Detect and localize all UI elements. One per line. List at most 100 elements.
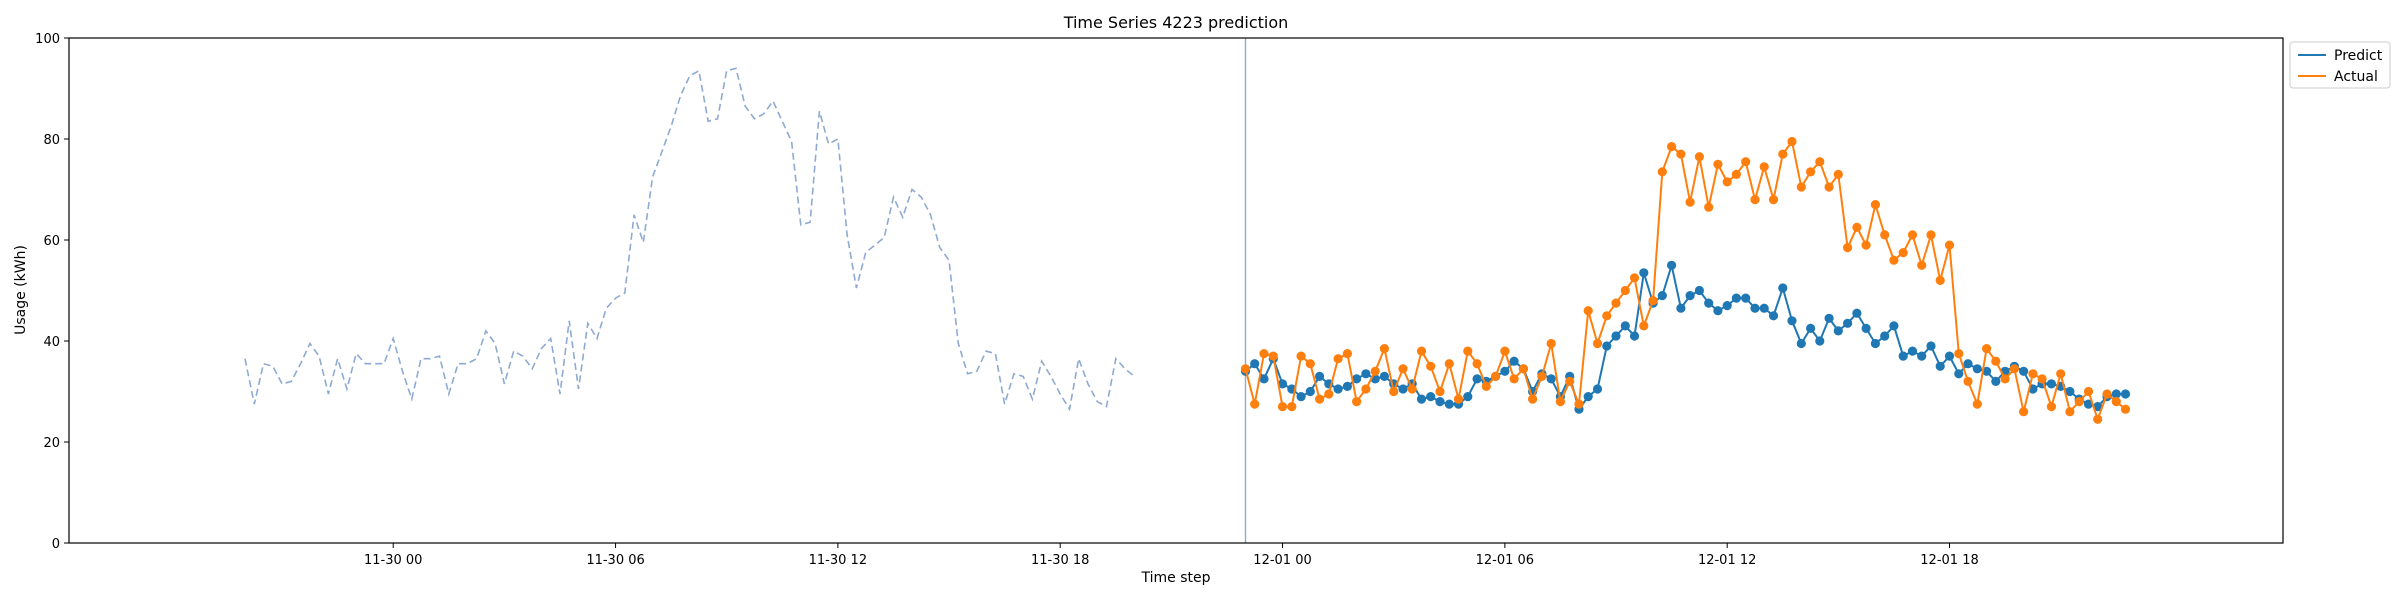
actual-point-57 [1768,195,1779,205]
actual-point-64 [1833,169,1843,179]
actual-point-49 [1694,152,1704,162]
predict-point-53 [1731,293,1741,303]
actual-point-9 [1324,389,1334,399]
legend-label-actual: Actual [2334,69,2378,85]
predict-point-71 [1898,351,1908,361]
actual-point-13 [1361,384,1371,394]
actual-point-74 [1926,230,1936,240]
actual-point-24 [1463,346,1473,356]
predict-point-41 [1620,321,1630,331]
actual-point-44 [1648,296,1658,306]
predict-point-38 [1592,384,1603,394]
actual-point-42 [1629,273,1640,283]
series-actual [1240,136,2131,424]
predict-point-12 [1352,374,1362,384]
predict-point-84 [2019,366,2029,376]
actual-point-10 [1333,354,1343,364]
predict-point-77 [1954,369,1964,379]
predict-point-74 [1926,341,1936,351]
predict-point-56 [1759,303,1769,313]
predict-point-81 [1991,376,2001,386]
predict-point-79 [1972,364,1982,374]
actual-point-73 [1917,260,1927,270]
actual-point-52 [1722,177,1732,187]
predict-point-8 [1315,371,1325,381]
predict-point-70 [1889,321,1899,331]
actual-point-95 [2120,404,2131,414]
actual-point-83 [2009,364,2019,374]
x-tick-label-1: 11-30 06 [586,553,644,568]
actual-point-89 [2065,407,2075,417]
actual-point-68 [1870,200,1880,210]
legend: Predict Actual [2289,41,2391,89]
actual-point-66 [1852,222,1862,232]
predict-point-87 [2046,379,2056,389]
x-tick-label-4: 12-01 00 [1253,553,1311,568]
predict-point-43 [1639,268,1649,278]
actual-point-17 [1398,364,1408,374]
predict-point-51 [1713,306,1723,316]
y-tick-label-1: 20 [43,436,60,451]
predict-point-89 [2065,386,2075,397]
predict-point-68 [1870,338,1880,349]
actual-point-55 [1750,195,1760,205]
actual-point-7 [1305,359,1315,369]
actual-point-26 [1481,381,1491,391]
actual-point-19 [1416,346,1427,356]
legend-label-predict: Predict [2334,48,2383,64]
actual-point-31 [1528,394,1538,404]
predict-point-50 [1704,298,1714,308]
actual-point-56 [1759,162,1769,172]
actual-point-50 [1704,202,1714,212]
predict-point-62 [1815,336,1825,346]
y-tick-label-5: 100 [35,32,60,47]
predict-point-13 [1361,369,1371,379]
predict-point-46 [1667,260,1677,270]
actual-point-47 [1676,149,1686,159]
actual-point-28 [1500,346,1510,356]
predict-point-6 [1296,392,1306,402]
predict-point-19 [1416,394,1427,404]
predict-point-78 [1963,359,1973,369]
actual-point-72 [1907,230,1918,240]
actual-point-59 [1787,136,1797,147]
actual-point-77 [1954,349,1964,359]
predict-point-65 [1843,318,1853,328]
predict-point-49 [1694,285,1704,296]
y-tick-label-3: 60 [43,234,60,249]
predict-point-57 [1768,311,1779,321]
x-axis-label: Time step [1141,570,1211,586]
actual-point-94 [2111,397,2121,407]
x-tick-label-7: 12-01 18 [1920,553,1978,568]
predict-point-92 [2093,402,2103,412]
actual-point-0 [1240,364,1251,374]
actual-point-62 [1815,157,1825,167]
predict-point-73 [1917,351,1927,361]
actual-point-61 [1806,167,1816,177]
actual-point-67 [1861,240,1871,250]
predict-point-59 [1787,316,1797,326]
actual-point-90 [2074,397,2084,407]
predict-point-61 [1806,323,1816,333]
actual-point-32 [1537,371,1547,381]
actual-point-76 [1944,240,1955,250]
predict-point-63 [1824,313,1834,323]
actual-point-21 [1435,386,1445,397]
predict-point-45 [1657,291,1667,301]
predict-point-11 [1342,381,1352,391]
actual-point-16 [1389,386,1399,397]
y-tick-label-4: 80 [43,133,60,148]
x-tick-label-2: 11-30 12 [809,553,867,568]
actual-point-38 [1592,338,1603,349]
predict-point-48 [1685,291,1695,301]
actual-point-82 [2000,374,2010,384]
predict-point-52 [1722,301,1732,311]
actual-point-65 [1843,243,1853,253]
actual-point-51 [1713,159,1723,169]
actual-point-25 [1472,359,1482,369]
predict-point-15 [1379,371,1389,381]
predict-point-2 [1259,374,1269,384]
actual-point-53 [1731,169,1741,179]
predict-point-80 [1982,366,1992,376]
predict-point-20 [1426,392,1436,402]
